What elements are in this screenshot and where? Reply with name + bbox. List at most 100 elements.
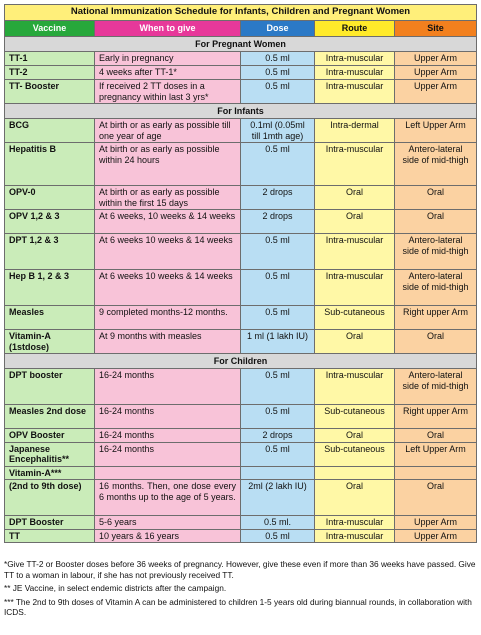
when-cell: At 6 weeks, 10 weeks & 14 weeks <box>94 209 241 234</box>
vaccine-cell: DPT booster <box>4 368 95 405</box>
table-row: DPT Booster 5-6 years 0.5 ml. Intra-musc… <box>4 515 478 530</box>
when-cell <box>94 465 241 480</box>
section-row: For Children <box>3 353 478 369</box>
vaccine-cell: (2nd to 9th dose) <box>4 479 95 516</box>
table-row: DPT 1,2 & 3 At 6 weeks 10 weeks & 14 wee… <box>4 233 478 270</box>
site-cell: Antero-lateral side of mid-thigh <box>393 233 478 270</box>
route-cell: Intra-muscular <box>314 528 395 543</box>
table-row: Vitamin-A (1stdose) At 9 months with mea… <box>4 329 478 354</box>
vaccine-cell: TT- Booster <box>4 79 95 104</box>
dose-cell: 0.5 ml <box>240 441 315 467</box>
table-row: Measles 9 completed months-12 months. 0.… <box>4 305 478 330</box>
when-cell: At birth or as early as possible within … <box>94 142 241 186</box>
when-cell: Early in pregnancy <box>94 51 241 66</box>
site-cell: Oral <box>393 329 478 354</box>
site-cell: Upper Arm <box>393 515 478 530</box>
header-row: Vaccine When to give Dose Route Site <box>4 20 478 37</box>
dose-cell: 0.5 ml <box>240 65 315 80</box>
dose-cell: 2 drops <box>240 209 315 234</box>
vaccine-cell: OPV 1,2 & 3 <box>4 209 95 234</box>
route-cell: Oral <box>314 329 395 354</box>
when-cell: At birth or as early as possible within … <box>94 185 241 210</box>
dose-cell: 0.5 ml <box>240 51 315 66</box>
when-cell: 16-24 months <box>94 404 241 429</box>
dose-cell: 0.5 ml <box>240 305 315 330</box>
vaccine-cell: DPT Booster <box>4 515 95 530</box>
header-route: Route <box>314 20 395 37</box>
site-cell: Upper Arm <box>393 51 478 66</box>
table-row: TT- Booster If received 2 TT doses in a … <box>4 79 478 104</box>
vaccine-cell: TT <box>4 528 95 543</box>
site-cell: Upper Arm <box>393 528 478 543</box>
route-cell: Sub-cutaneous <box>314 305 395 330</box>
when-cell: 9 completed months-12 months. <box>94 305 241 330</box>
vaccine-cell: OPV Booster <box>4 428 95 443</box>
when-cell: 10 years & 16 years <box>94 528 241 543</box>
when-cell: 16-24 months <box>94 368 241 405</box>
section-row: For Pregnant Women <box>3 36 478 52</box>
route-cell: Intra-muscular <box>314 368 395 405</box>
dose-cell: 0.1ml (0.05ml till 1mth age) <box>240 118 315 143</box>
vaccine-cell: BCG <box>4 118 95 143</box>
table-row: BCG At birth or as early as possible til… <box>4 118 478 143</box>
table-row: (2nd to 9th dose) 16 months. Then, one d… <box>4 479 478 516</box>
schedule-table: National Immunization Schedule for Infan… <box>3 4 478 543</box>
vaccine-cell: DPT 1,2 & 3 <box>4 233 95 270</box>
site-cell: Upper Arm <box>393 65 478 80</box>
when-cell: If received 2 TT doses in a pregnancy wi… <box>94 79 241 104</box>
dose-cell: 0.5 ml <box>240 142 315 186</box>
route-cell: Intra-muscular <box>314 65 395 80</box>
site-cell: Antero-lateral side of mid-thigh <box>393 142 478 186</box>
site-cell: Antero-lateral side of mid-thigh <box>393 368 478 405</box>
table-row: OPV 1,2 & 3 At 6 weeks, 10 weeks & 14 we… <box>4 209 478 234</box>
when-cell: 16-24 months <box>94 428 241 443</box>
route-cell: Oral <box>314 185 395 210</box>
vaccine-cell: Japanese Encephalitis** <box>4 441 95 467</box>
table-row: TT-1 Early in pregnancy 0.5 ml Intra-mus… <box>4 51 478 66</box>
route-cell: Intra-muscular <box>314 515 395 530</box>
route-cell: Intra-muscular <box>314 269 395 306</box>
vaccine-cell: Hepatitis B <box>4 142 95 186</box>
vaccine-cell: Measles <box>4 305 95 330</box>
section-infants: For Infants <box>3 103 478 119</box>
site-cell: Oral <box>393 209 478 234</box>
table-row: Vitamin-A*** <box>4 465 478 480</box>
when-cell: At birth or as early as possible till on… <box>94 118 241 143</box>
dose-cell: 0.5 ml <box>240 528 315 543</box>
section-children: For Children <box>3 353 478 369</box>
site-cell: Upper Arm <box>393 79 478 104</box>
route-cell: Intra-muscular <box>314 79 395 104</box>
route-cell: Sub-cutaneous <box>314 404 395 429</box>
site-cell: Oral <box>393 185 478 210</box>
dose-cell <box>240 465 315 480</box>
table-row: Measles 2nd dose 16-24 months 0.5 ml Sub… <box>4 404 478 429</box>
site-cell: Oral <box>393 428 478 443</box>
table-row: TT-2 4 weeks after TT-1* 0.5 ml Intra-mu… <box>4 65 478 80</box>
section-pregnant: For Pregnant Women <box>3 36 478 52</box>
table-row: Hep B 1, 2 & 3 At 6 weeks 10 weeks & 14 … <box>4 269 478 306</box>
when-cell: 5-6 years <box>94 515 241 530</box>
header-vaccine: Vaccine <box>4 20 95 37</box>
when-cell: At 6 weeks 10 weeks & 14 weeks <box>94 269 241 306</box>
route-cell: Oral <box>314 479 395 516</box>
table-row: DPT booster 16-24 months 0.5 ml Intra-mu… <box>4 368 478 405</box>
header-dose: Dose <box>240 20 315 37</box>
vaccine-cell: TT-2 <box>4 65 95 80</box>
dose-cell: 2 drops <box>240 428 315 443</box>
site-cell: Oral <box>393 479 478 516</box>
when-cell: 16-24 months <box>94 441 241 467</box>
header-site: Site <box>393 20 478 37</box>
dose-cell: 0.5 ml <box>240 269 315 306</box>
site-cell <box>393 465 478 480</box>
site-cell: Left Upper Arm <box>393 441 478 467</box>
vaccine-cell: Vitamin-A*** <box>4 465 95 480</box>
when-cell: 4 weeks after TT-1* <box>94 65 241 80</box>
header-when: When to give <box>94 20 241 37</box>
footnote-tt: *Give TT-2 or Booster doses before 36 we… <box>4 559 476 580</box>
route-cell: Intra-muscular <box>314 233 395 270</box>
immunization-schedule: National Immunization Schedule for Infan… <box>3 4 478 543</box>
dose-cell: 0.5 ml. <box>240 515 315 530</box>
table-title: National Immunization Schedule for Infan… <box>3 4 478 21</box>
footnote-vitamin-a: *** The 2nd to 9th doses of Vitamin A ca… <box>4 596 472 618</box>
dose-cell: 0.5 ml <box>240 404 315 429</box>
